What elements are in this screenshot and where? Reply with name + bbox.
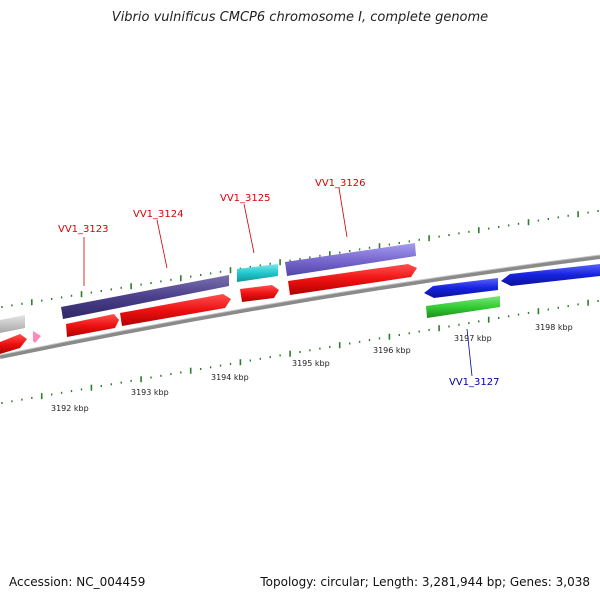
gene-label-vv1-3126[interactable]: VV1_3126 — [315, 178, 366, 189]
gene-bar-vv1-3127[interactable] — [426, 296, 500, 318]
leader-vv1-3124 — [156, 219, 168, 269]
gene-bar-vv1-3126[interactable] — [285, 243, 416, 276]
kbp-label-3194: 3194 kbp — [211, 373, 249, 382]
cds-arrow-3[interactable] — [120, 294, 231, 326]
leader-vv1-3126 — [338, 187, 348, 238]
pink-marker[interactable] — [33, 331, 41, 343]
kbp-label-3193: 3193 kbp — [131, 388, 169, 397]
cds-arrow-2[interactable] — [66, 314, 119, 337]
gene-bar-vv1-3124[interactable] — [61, 275, 229, 319]
chromosome-backbone — [0, 255, 600, 359]
gene-label-vv1-3124[interactable]: VV1_3124 — [133, 209, 184, 220]
cds-arrow-blue-2[interactable] — [501, 264, 600, 286]
upper-tick-row — [1, 210, 599, 308]
accession-text: Accession: NC_004459 — [9, 575, 146, 589]
genome-summary-text: Topology: circular; Length: 3,281,944 bp… — [260, 575, 590, 589]
kbp-label-3195: 3195 kbp — [292, 359, 330, 368]
kbp-label-3192: 3192 kbp — [51, 404, 89, 413]
lower-tick-row — [1, 299, 599, 404]
cds-arrow-blue-1[interactable] — [424, 278, 498, 298]
cds-arrow-1[interactable] — [0, 334, 27, 354]
cds-arrow-4[interactable] — [240, 285, 279, 302]
leader-vv1-3127 — [466, 328, 473, 377]
gene-label-vv1-3123[interactable]: VV1_3123 — [58, 224, 109, 235]
gene-label-vv1-3127[interactable]: VV1_3127 — [449, 377, 500, 388]
gene-label-vv1-3125[interactable]: VV1_3125 — [220, 193, 271, 204]
kbp-label-3196: 3196 kbp — [373, 346, 411, 355]
kbp-label-3198: 3198 kbp — [535, 323, 573, 332]
cds-arrow-5[interactable] — [288, 264, 417, 295]
map-title: Vibrio vulnificus CMCP6 chromosome I, co… — [111, 10, 489, 25]
kbp-label-3197: 3197 kbp — [454, 334, 492, 343]
leader-vv1-3125 — [243, 203, 255, 254]
gene-bar-gray[interactable] — [0, 315, 25, 333]
chromosome-backbone-highlight — [0, 254, 600, 356]
gene-bar-vv1-3125[interactable] — [237, 264, 278, 282]
